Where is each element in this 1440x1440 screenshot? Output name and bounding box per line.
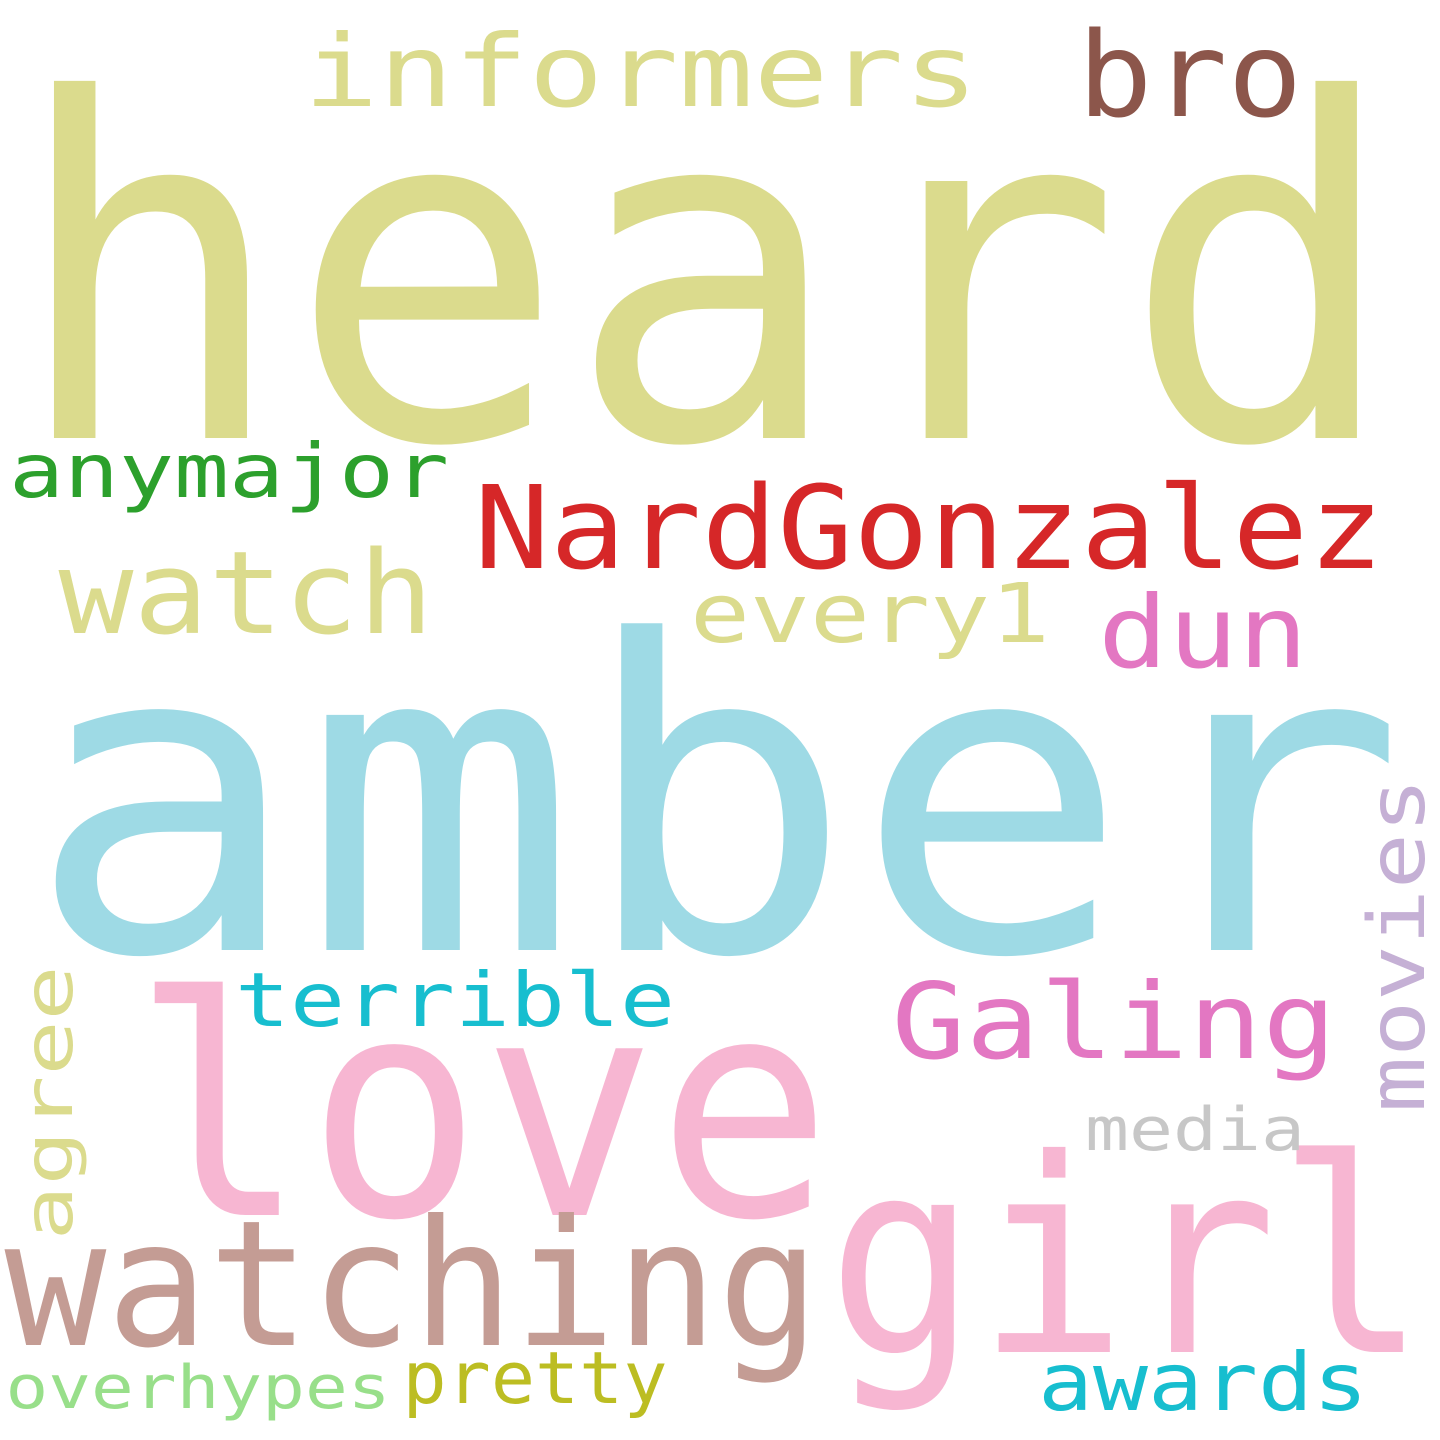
word-informers: informers [304,13,979,130]
word-heard: heard [10,2,1400,549]
word-love: love [132,932,832,1287]
word-watching: watching [5,1184,820,1387]
word-media: media [1085,1095,1305,1165]
word-anymajor: anymajor [9,427,449,515]
word-movies: movies [1353,778,1440,1113]
word-amber: amber [26,552,1406,1052]
word-every1: every1 [690,567,1050,662]
word-bro: bro [1078,6,1303,144]
word-overhypes: overhypes [6,1353,391,1423]
word-nardgonzalez: NardGonzalez [474,462,1384,596]
word-awards: awards [1038,1336,1368,1429]
word-galing: Galing [892,961,1337,1083]
word-dun: dun [1098,574,1308,691]
word-girl: girl [827,1101,1427,1416]
word-agree: agree [10,966,89,1241]
word-pretty: pretty [403,1336,668,1420]
word-watch: watch [59,527,434,661]
word-terrible: terrible [235,956,675,1044]
